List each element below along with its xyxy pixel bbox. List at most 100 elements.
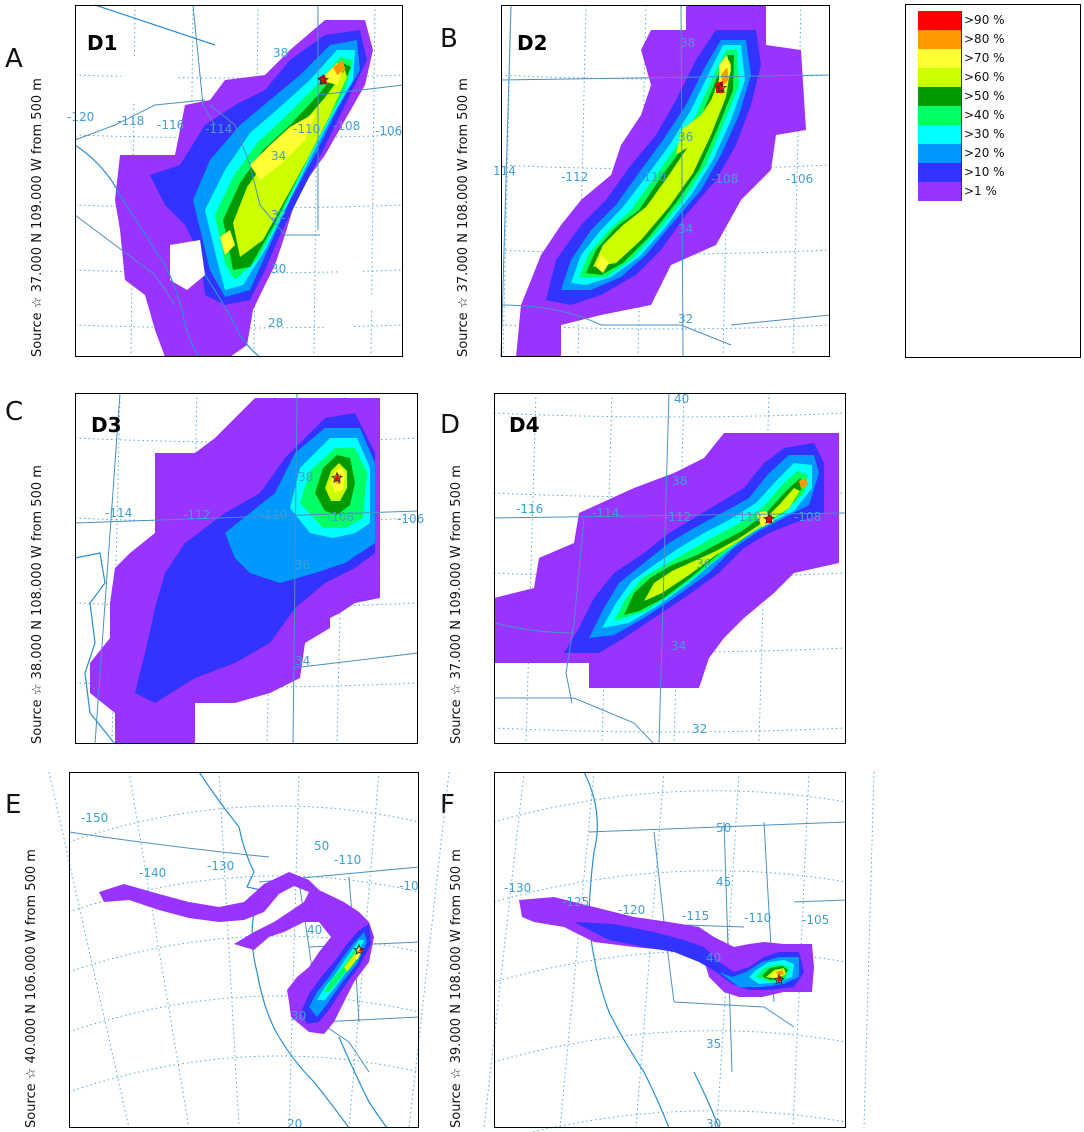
domain-label-a: D1 bbox=[87, 31, 118, 55]
boundary-line bbox=[500, 4, 512, 358]
boundary-line bbox=[493, 622, 575, 634]
coordinate-label: 32 bbox=[678, 312, 693, 326]
coordinate-label: 50 bbox=[716, 821, 731, 835]
coordinate-label: 36 bbox=[295, 558, 310, 572]
graticule-line bbox=[525, 392, 537, 745]
plume-band bbox=[644, 488, 800, 601]
coastline bbox=[583, 771, 670, 1129]
legend-swatch bbox=[918, 144, 962, 163]
graticule-line bbox=[218, 771, 240, 1129]
coordinate-label: -110 bbox=[734, 510, 761, 524]
plume-band bbox=[319, 75, 327, 85]
legend-label: >90 % bbox=[964, 13, 1005, 27]
graticule-line bbox=[635, 771, 665, 1129]
panel-letter-c: C bbox=[5, 397, 24, 427]
legend-swatch bbox=[918, 68, 962, 87]
boundary-line bbox=[292, 392, 298, 745]
coordinate-label: 38 bbox=[298, 470, 313, 484]
boundary-line bbox=[673, 1001, 795, 1028]
coordinate-label: -120 bbox=[67, 110, 94, 124]
panel-letter-b: B bbox=[440, 24, 458, 54]
plume-band bbox=[333, 60, 345, 75]
map-frame-d bbox=[494, 393, 846, 744]
graticule-line bbox=[74, 134, 404, 139]
coordinate-label: -110 bbox=[260, 508, 287, 522]
coordinate-label: 38 bbox=[680, 36, 695, 50]
legend-label: >70 % bbox=[964, 51, 1005, 65]
map-panel-f: Source ☆ 39.000 N 108.000 W from 500 m -… bbox=[449, 771, 875, 1132]
panel-letter-a: A bbox=[5, 44, 23, 74]
coordinate-label: -112 bbox=[183, 508, 210, 522]
plume-band bbox=[250, 113, 315, 180]
coordinate-label: 34 bbox=[678, 222, 693, 236]
boundary-line bbox=[74, 214, 176, 306]
coordinate-label: -114 bbox=[205, 122, 232, 136]
legend-swatch bbox=[918, 163, 962, 182]
legend-swatch bbox=[918, 30, 962, 49]
legend-label: >10 % bbox=[964, 165, 1005, 179]
graticule-line bbox=[74, 204, 404, 209]
coordinate-label: 35 bbox=[706, 1037, 721, 1051]
unfilled-area bbox=[170, 240, 205, 290]
coordinate-label: -108 bbox=[333, 119, 360, 133]
legend-label: >40 % bbox=[964, 108, 1005, 122]
plume-band bbox=[596, 255, 609, 273]
boundary-line bbox=[730, 314, 831, 326]
coordinate-label: -114 bbox=[105, 506, 132, 520]
source-star-icon bbox=[316, 73, 330, 86]
coordinate-label: -150 bbox=[81, 811, 108, 825]
boundary-line bbox=[493, 512, 847, 519]
unfilled-area bbox=[115, 45, 185, 115]
map-canvas-b: 114 -112 -110 -108 -106 38 36 34 32 bbox=[493, 4, 831, 358]
map-panel-d: Source ☆ 37.000 N 109.000 W from 500 m -… bbox=[449, 392, 847, 745]
coordinate-label: 34 bbox=[671, 639, 686, 653]
coordinate-label: -115 bbox=[682, 909, 709, 923]
graticule-line bbox=[74, 324, 404, 329]
domain-label-b: D2 bbox=[517, 31, 548, 55]
coastline bbox=[198, 771, 350, 1129]
legend-swatch bbox=[918, 49, 962, 68]
boundary-line bbox=[74, 99, 206, 141]
graticule-line bbox=[128, 771, 190, 1129]
legend-swatch bbox=[918, 87, 962, 106]
coordinate-label: 50 bbox=[314, 839, 329, 853]
coordinate-label: -112 bbox=[664, 510, 691, 524]
coordinate-label: 30 bbox=[291, 1009, 306, 1023]
coordinate-label: -112 bbox=[561, 170, 588, 184]
graticule-line bbox=[863, 771, 875, 1129]
coordinate-label: -118 bbox=[117, 114, 144, 128]
graticule-line bbox=[493, 412, 847, 418]
legend-label: >20 % bbox=[964, 146, 1005, 160]
coordinate-label: -105 bbox=[802, 913, 829, 927]
source-star-icon bbox=[772, 973, 786, 986]
graticule-line bbox=[792, 771, 810, 1129]
coordinate-label: 38 bbox=[273, 46, 288, 60]
coastline bbox=[74, 144, 201, 358]
map-canvas-d: -116 -114 -112 -110 -108 40 38 36 34 32 bbox=[493, 392, 847, 745]
domain-label-d: D4 bbox=[509, 413, 540, 437]
map-frame-f bbox=[494, 772, 846, 1128]
graticule-line bbox=[716, 771, 740, 1129]
plume-band bbox=[334, 475, 339, 481]
legend-swatch bbox=[918, 125, 962, 144]
source-caption-f: Source ☆ 39.000 N 108.000 W from 500 m bbox=[449, 849, 464, 1128]
legend-swatch bbox=[918, 11, 962, 30]
map-frame-c bbox=[75, 393, 418, 744]
legend-label: >60 % bbox=[964, 70, 1005, 84]
boundary-line bbox=[94, 392, 121, 745]
legend-swatch bbox=[918, 182, 962, 201]
coordinate-label: -110 bbox=[744, 911, 771, 925]
source-star-icon bbox=[762, 512, 776, 525]
source-star-icon bbox=[352, 943, 366, 956]
coordinate-label: -125 bbox=[562, 895, 589, 909]
plume-band bbox=[676, 100, 711, 155]
domain-label-c: D3 bbox=[91, 413, 122, 437]
boundary-line bbox=[318, 1016, 420, 1023]
legend-label: >30 % bbox=[964, 127, 1005, 141]
coordinate-label: 34 bbox=[271, 149, 286, 163]
graticule-line bbox=[559, 771, 595, 1129]
coordinate-label: 30 bbox=[271, 262, 286, 276]
boundary-line bbox=[680, 4, 684, 358]
map-panel-a: Source ☆ 37.000 N 109.000 W from 500 m -… bbox=[30, 4, 404, 358]
